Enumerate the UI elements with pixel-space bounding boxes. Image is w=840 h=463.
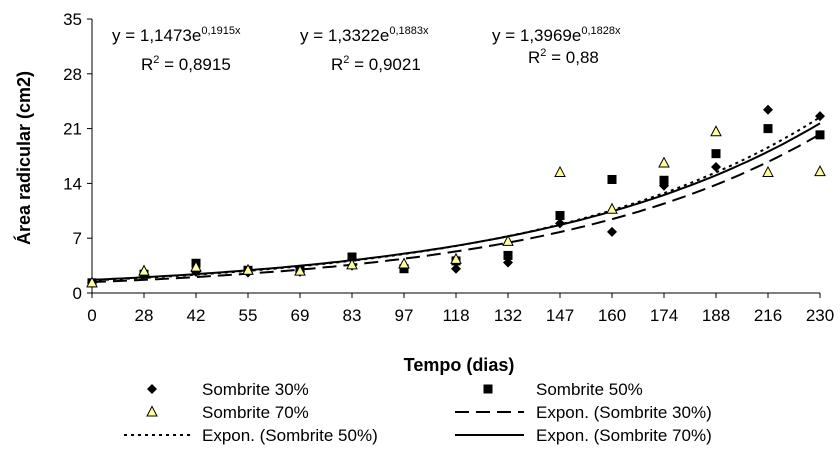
data-point <box>763 124 773 134</box>
r-squared-label: R2 = 0,9021 <box>331 54 421 74</box>
trendlines <box>91 116 821 284</box>
data-point <box>242 263 254 275</box>
legend: Sombrite 30% Sombrite 50% Sombrite 70% Expo… <box>124 380 712 445</box>
data-point <box>815 111 825 122</box>
data-point <box>399 264 409 274</box>
data-point <box>607 226 617 237</box>
data-point <box>658 156 670 168</box>
legend-label: Sombrite 50% <box>536 380 643 399</box>
data-point <box>347 252 357 262</box>
legend-label: Expon. (Sombrite 50%) <box>202 426 378 445</box>
data-points <box>86 104 826 288</box>
trendline <box>91 122 821 281</box>
data-point <box>555 210 565 220</box>
data-point <box>814 165 826 177</box>
data-point <box>711 161 721 172</box>
data-point <box>502 234 514 246</box>
y-tick-label: 14 <box>63 174 82 193</box>
data-point <box>606 202 618 214</box>
data-point <box>346 258 358 270</box>
data-point <box>398 257 410 269</box>
legend-marker <box>146 405 158 417</box>
x-tick-label: 42 <box>187 306 206 325</box>
x-tick-label: 160 <box>598 306 626 325</box>
trendline-equation: y = 1,3969e0,1828x <box>492 25 621 45</box>
x-tick-label: 55 <box>239 306 258 325</box>
r-squared-symbol: R <box>528 48 540 67</box>
r-squared-symbol: R <box>141 55 153 74</box>
data-point <box>711 149 721 159</box>
x-tick-label: 132 <box>494 306 522 325</box>
r-squared-superscript: 2 <box>540 47 546 59</box>
equation-exponent: 0,1883x <box>389 25 429 37</box>
data-point <box>450 252 462 264</box>
data-point <box>503 257 513 268</box>
r-squared-label: R2 = 0,88 <box>528 47 599 67</box>
legend-label: Expon. (Sombrite 70%) <box>536 426 712 445</box>
data-point <box>710 125 722 137</box>
y-tick-label: 7 <box>73 229 82 248</box>
data-point <box>607 174 617 184</box>
r-squared-superscript: 2 <box>343 54 349 66</box>
legend-marker <box>483 384 493 394</box>
x-tick-label: 147 <box>546 306 574 325</box>
r-squared-value: = 0,8915 <box>159 55 230 74</box>
equation-base: y = 1,1473e <box>112 26 201 45</box>
x-tick-label: 69 <box>291 306 310 325</box>
equation-base: y = 1,3969e <box>492 26 581 45</box>
y-tick-label: 35 <box>63 10 82 29</box>
equation-exponent: 0,1915x <box>201 25 241 37</box>
y-tick-label: 0 <box>73 284 82 303</box>
equation-base: y = 1,3322e <box>300 26 389 45</box>
x-axis-title: Tempo (dias) <box>404 355 515 375</box>
trendline-equation: y = 1,1473e0,1915x <box>112 25 241 45</box>
x-tick-label: 28 <box>135 306 154 325</box>
data-point <box>763 104 773 115</box>
data-point <box>190 260 202 272</box>
r-squared-value: = 0,9021 <box>349 55 420 74</box>
data-point <box>294 264 306 276</box>
x-tick-label: 83 <box>343 306 362 325</box>
data-point <box>86 276 98 288</box>
data-point <box>554 165 566 177</box>
x-tick-label: 216 <box>754 306 782 325</box>
x-tick-label: 174 <box>650 306 678 325</box>
legend-label: Expon. (Sombrite 30%) <box>536 403 712 422</box>
x-tick-label: 188 <box>702 306 730 325</box>
axes: 0 7 14 21 28 35 0 28 42 55 69 83 97 118 132 147 160 174 18… <box>63 10 834 325</box>
data-point <box>138 264 150 276</box>
trendline <box>91 133 821 284</box>
trendline-equation: y = 1,3322e0,1883x <box>300 25 429 45</box>
y-tick-label: 28 <box>63 65 82 84</box>
legend-label: Sombrite 30% <box>202 380 309 399</box>
r-squared-label: R2 = 0,8915 <box>141 54 231 74</box>
r-squared-symbol: R <box>331 55 343 74</box>
data-point <box>451 263 461 274</box>
equation-exponent: 0,1828x <box>581 25 621 37</box>
x-tick-label: 97 <box>395 306 414 325</box>
x-tick-label: 230 <box>806 306 834 325</box>
data-point <box>815 130 825 140</box>
data-point <box>762 165 774 177</box>
data-point <box>659 175 669 185</box>
legend-label: Sombrite 70% <box>202 403 309 422</box>
y-tick-label: 21 <box>63 120 82 139</box>
r-squared-superscript: 2 <box>153 54 159 66</box>
r-squared-value: = 0,88 <box>546 48 598 67</box>
data-point <box>555 218 565 229</box>
y-axis-title: Área radicular (cm2) <box>13 71 34 245</box>
data-point <box>503 250 513 260</box>
x-tick-label: 118 <box>442 306 469 325</box>
legend-marker <box>147 384 157 394</box>
x-tick-label: 0 <box>87 306 96 325</box>
